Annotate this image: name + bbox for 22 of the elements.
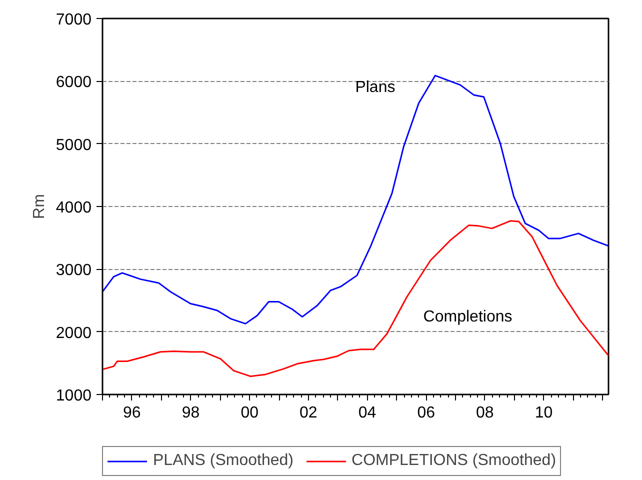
y-tick-label: 4000 (56, 200, 92, 216)
y-tick-label: 7000 (56, 12, 92, 28)
y-tick-label: 1000 (56, 388, 92, 404)
x-tick-label: 04 (358, 404, 376, 422)
x-tick-label: 08 (476, 404, 494, 422)
y-axis-title: Rm (30, 194, 48, 219)
y-tick-label: 2000 (56, 324, 92, 342)
line-series (102, 74, 608, 324)
x-tick-label: 00 (240, 404, 259, 422)
legend-label: PLANS (Smoothed) (153, 452, 294, 470)
legend-label: COMPLETIONS (Smoothed) (352, 452, 556, 470)
x-tick-label: 10 (534, 404, 553, 422)
annotation: Completions (423, 308, 512, 326)
annotation: Plans (355, 79, 396, 96)
y-tick-label: 3000 (56, 262, 92, 280)
x-tick-label: 98 (182, 404, 200, 422)
x-tick-label: 96 (123, 404, 141, 422)
x-tick-label: 02 (300, 404, 318, 422)
y-tick-label: 5000 (56, 136, 92, 154)
y-tick-label: 6000 (56, 74, 92, 92)
line-series (102, 220, 608, 378)
x-tick-label: 06 (417, 404, 436, 422)
